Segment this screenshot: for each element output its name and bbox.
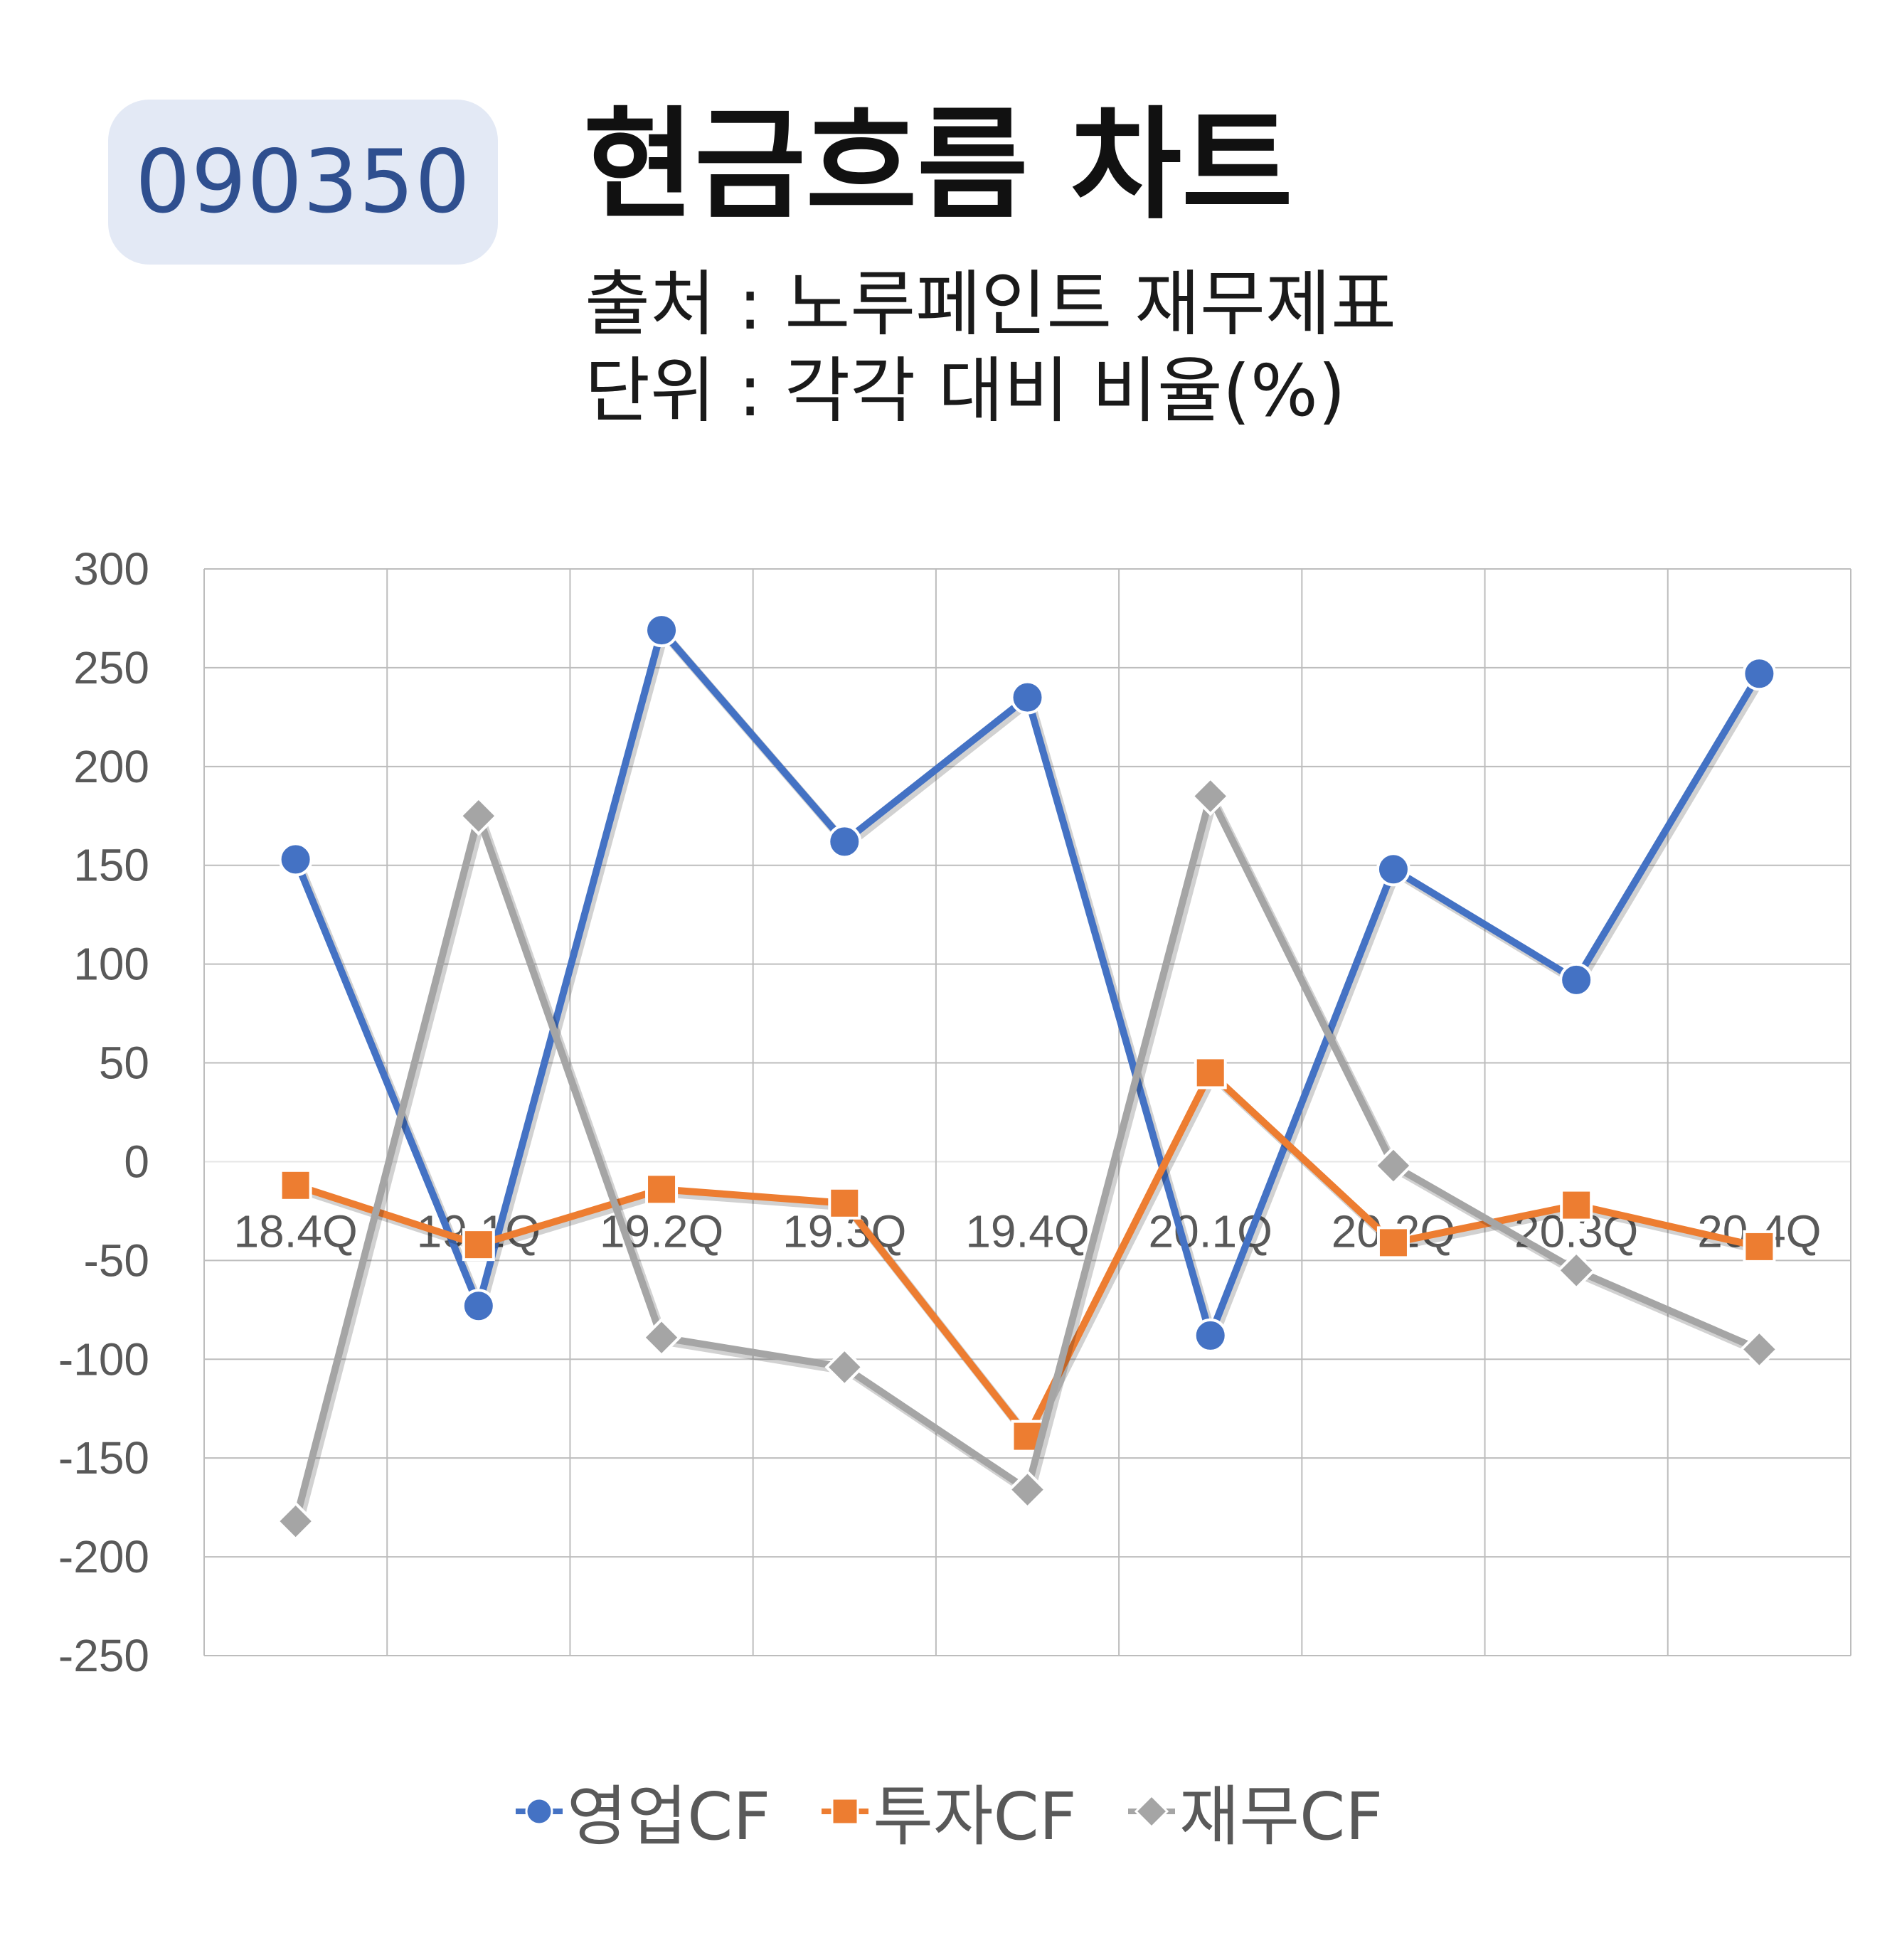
stock-code-badge: 090350 <box>108 100 498 265</box>
y-tick-label: -150 <box>58 1432 149 1484</box>
y-tick-label: 200 <box>73 741 149 792</box>
data-point <box>1742 656 1777 691</box>
data-point <box>1556 1250 1596 1291</box>
circle-marker-icon <box>515 1797 563 1825</box>
y-tick-label: -200 <box>58 1531 149 1582</box>
legend-label: 영업CF <box>566 1779 771 1855</box>
data-point <box>1376 1226 1410 1259</box>
data-point <box>1739 1329 1780 1370</box>
chart-unit: 단위 : 각각 대비 비율(%) <box>585 349 1346 432</box>
legend-label: 투자CF <box>873 1779 1077 1855</box>
y-tick-label: -250 <box>58 1630 149 1681</box>
data-point <box>461 1289 496 1323</box>
x-tick-label: 19.4Q <box>965 1205 1089 1257</box>
y-tick-label: 50 <box>99 1038 149 1089</box>
y-tick-label: 150 <box>73 840 149 891</box>
data-point <box>1190 776 1231 816</box>
data-point <box>278 842 313 877</box>
data-point <box>1010 680 1045 715</box>
data-point <box>459 796 499 836</box>
chart-source: 출처 : 노루페인트 재무제표 <box>585 262 1397 346</box>
data-point <box>275 1501 316 1541</box>
legend-label: 재무CF <box>1179 1779 1383 1855</box>
y-tick-label: -50 <box>84 1235 150 1286</box>
data-point <box>1007 1469 1048 1510</box>
square-marker-icon <box>822 1797 869 1825</box>
data-point <box>1376 852 1410 887</box>
y-tick-label: 250 <box>73 642 149 693</box>
y-tick-label: -100 <box>58 1333 149 1385</box>
data-point <box>279 1168 312 1202</box>
chart-title: 현금흐름 차트 <box>583 95 1293 236</box>
data-point <box>1194 1056 1227 1090</box>
y-tick-label: 100 <box>73 939 149 990</box>
data-point <box>462 1228 495 1262</box>
data-point <box>1193 1318 1228 1353</box>
legend-item-operating: 영업CF <box>514 1764 770 1858</box>
data-point <box>828 1186 861 1220</box>
x-tick-label: 18.4Q <box>233 1205 357 1257</box>
legend-item-investing: 투자CF <box>820 1764 1077 1858</box>
data-point <box>1560 1188 1593 1222</box>
data-point <box>824 1347 865 1388</box>
data-point <box>1559 962 1594 997</box>
series-line-shadow <box>297 1072 1763 1444</box>
data-point <box>1373 1146 1413 1186</box>
y-tick-label: 0 <box>124 1136 149 1187</box>
data-point <box>1743 1230 1776 1263</box>
data-point <box>827 824 862 859</box>
diamond-marker-icon <box>1127 1794 1175 1828</box>
data-point <box>645 1173 679 1206</box>
data-point <box>642 1317 681 1358</box>
stock-code: 090350 <box>135 132 471 233</box>
legend-item-financing: 재무CF <box>1127 1764 1383 1858</box>
chart-legend: 영업CF 투자CF 재무CF <box>0 1764 1897 1858</box>
data-point <box>644 613 679 648</box>
y-tick-label: 300 <box>73 543 149 595</box>
